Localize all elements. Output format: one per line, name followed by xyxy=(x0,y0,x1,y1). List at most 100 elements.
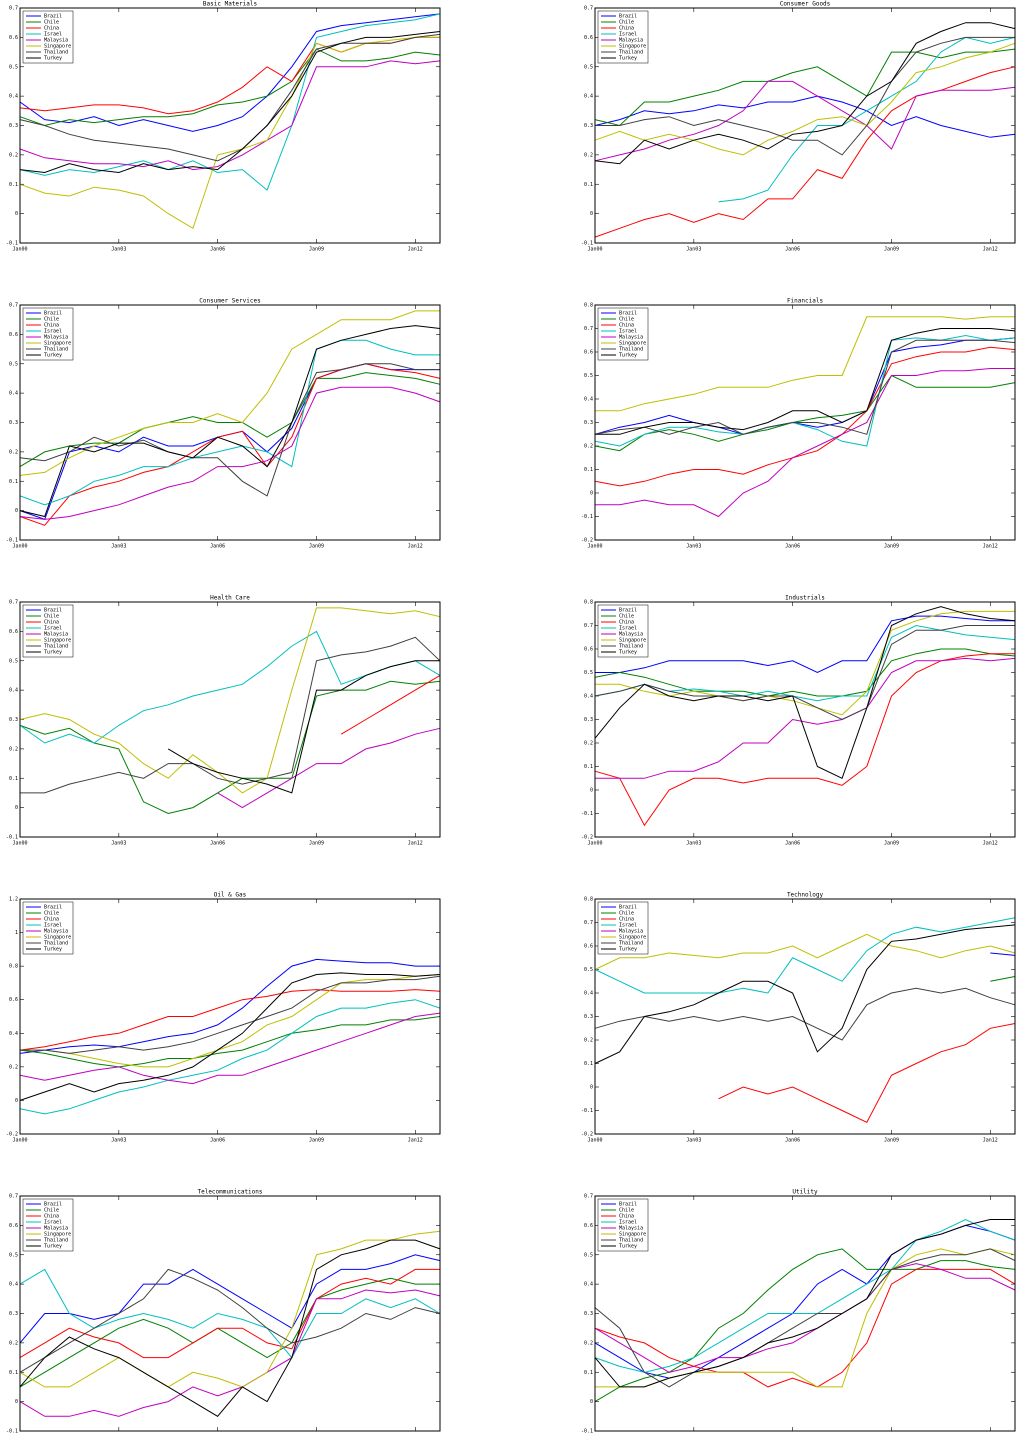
legend-label: Brazil xyxy=(619,905,637,911)
x-tick-label: Jan06 xyxy=(785,1138,800,1144)
y-tick-label: 0.5 xyxy=(584,967,593,973)
chart-title: Basic Materials xyxy=(203,1,258,8)
series-line xyxy=(19,630,441,744)
y-tick-label: 0.5 xyxy=(584,373,593,379)
legend-label: Israel xyxy=(619,626,637,632)
legend-label: Israel xyxy=(619,923,637,929)
y-tick-label: -0.1 xyxy=(581,514,593,520)
y-tick-label: 0 xyxy=(590,1085,593,1091)
legend-label: Singapore xyxy=(619,341,646,347)
x-tick-label: Jan00 xyxy=(12,841,27,847)
plot-frame xyxy=(594,1195,1016,1432)
series-line xyxy=(594,334,1016,447)
series-line xyxy=(594,606,1016,779)
legend-label: Turkey xyxy=(619,1244,637,1250)
chart: -0.2 -0.1 0 0.1 0.2 0.3 0.4 0.5 0.6 0.7 0.8 Jan00 Ja… xyxy=(581,595,1016,847)
y-tick-label: 0.6 xyxy=(9,332,18,338)
series-line xyxy=(19,1230,441,1388)
y-tick-label: 0.7 xyxy=(9,303,18,309)
series-line xyxy=(594,625,1015,721)
chart: -0.1 0 0.1 0.2 0.3 0.4 0.5 0.6 0.7 Jan00 Jan03 Jan0… xyxy=(6,1,441,253)
y-tick-label: 0 xyxy=(15,1098,18,1104)
legend-label: China xyxy=(44,620,59,626)
y-tick-label: 1.2 xyxy=(9,897,18,903)
y-tick-label: 0.7 xyxy=(9,1194,18,1200)
series-line xyxy=(19,1239,441,1417)
y-tick-label: 0.4 xyxy=(9,391,18,397)
y-tick-label: 0.1 xyxy=(9,776,18,782)
series-line xyxy=(20,974,441,1068)
legend-box xyxy=(597,1198,649,1252)
chart-title: Telecommunications xyxy=(197,1189,262,1196)
x-tick-label: Jan12 xyxy=(983,1138,998,1144)
legend: BrazilChileChinaIsraelMalaysiaSingaporeT… xyxy=(597,901,649,955)
x-tick-label: Jan00 xyxy=(587,247,602,253)
x-tick-label: Jan03 xyxy=(686,544,701,550)
series-line xyxy=(594,1224,1016,1379)
x-tick-label: Jan06 xyxy=(210,247,225,253)
y-tick-label: 0.5 xyxy=(584,670,593,676)
legend-label: China xyxy=(619,323,634,329)
legend-label: China xyxy=(44,323,59,329)
series-line xyxy=(19,989,441,1051)
y-tick-label: 0 xyxy=(15,805,18,811)
legend-label: Chile xyxy=(619,911,634,917)
legend-label: Brazil xyxy=(44,905,62,911)
plot-frame xyxy=(594,898,1016,1135)
y-tick-label: 0.3 xyxy=(9,717,18,723)
series-line xyxy=(594,374,1016,452)
legend-label: Chile xyxy=(619,317,634,323)
series-line xyxy=(594,1248,1016,1388)
legend-label: Thailand xyxy=(44,644,68,650)
y-tick-label: 0.3 xyxy=(584,1014,593,1020)
plot-frame xyxy=(594,7,1016,244)
y-tick-label: 0.4 xyxy=(584,1282,593,1288)
series-line xyxy=(718,1023,1016,1123)
y-tick-label: 0.2 xyxy=(584,1038,593,1044)
chart: -0.2 0 0.2 0.4 0.6 0.8 1 1.2 Jan00 Jan03 Jan06 Jan0… xyxy=(6,892,441,1144)
chart: -0.2 -0.1 0 0.1 0.2 0.3 0.4 0.5 0.6 0.7 0.8 Jan00 Ja… xyxy=(581,892,1016,1144)
x-tick-label: Jan09 xyxy=(884,841,899,847)
y-tick-label: 0.8 xyxy=(584,897,593,903)
y-tick-label: 0.7 xyxy=(9,600,18,606)
series-line xyxy=(19,325,441,518)
series-line xyxy=(594,653,1015,827)
legend-label: Brazil xyxy=(44,608,62,614)
legend-box xyxy=(597,10,649,64)
series-line xyxy=(340,674,441,735)
series-line xyxy=(594,80,1016,162)
legend: BrazilChileChinaIsraelMalaysiaSingaporeT… xyxy=(597,307,649,361)
legend-label: Singapore xyxy=(44,44,71,50)
y-tick-label: 0.4 xyxy=(584,694,593,700)
legend-label: Brazil xyxy=(44,311,62,317)
series-line xyxy=(19,1268,441,1373)
legend-label: Turkey xyxy=(619,947,637,953)
y-tick-label: 0 xyxy=(15,211,18,217)
chart-title: Utility xyxy=(792,1189,818,1196)
plot-frame xyxy=(19,7,441,244)
legend-label: Chile xyxy=(44,614,59,620)
legend-label: Malaysia xyxy=(619,335,643,341)
y-tick-label: 0.6 xyxy=(584,944,593,950)
legend-label: Israel xyxy=(44,32,62,38)
legend-label: Singapore xyxy=(619,44,646,50)
legend-label: China xyxy=(619,26,634,32)
legend-label: Singapore xyxy=(44,341,71,347)
y-tick-label: 0 xyxy=(590,211,593,217)
legend-label: Malaysia xyxy=(619,929,643,935)
y-tick-label: 0 xyxy=(590,1399,593,1405)
y-tick-label: 0.6 xyxy=(584,1223,593,1229)
series-line xyxy=(595,328,1016,435)
series-line xyxy=(19,607,441,794)
series-line xyxy=(19,48,441,127)
legend-label: Chile xyxy=(619,20,634,26)
legend-label: Brazil xyxy=(619,1202,637,1208)
x-tick-label: Jan00 xyxy=(587,841,602,847)
y-tick-label: 0.4 xyxy=(9,94,18,100)
y-tick-label: 0.1 xyxy=(584,764,593,770)
series-line xyxy=(19,1268,441,1359)
legend-label: China xyxy=(619,917,634,923)
legend-label: Thailand xyxy=(44,941,68,947)
y-tick-label: 0.6 xyxy=(9,629,18,635)
y-tick-label: -0.2 xyxy=(581,835,593,841)
